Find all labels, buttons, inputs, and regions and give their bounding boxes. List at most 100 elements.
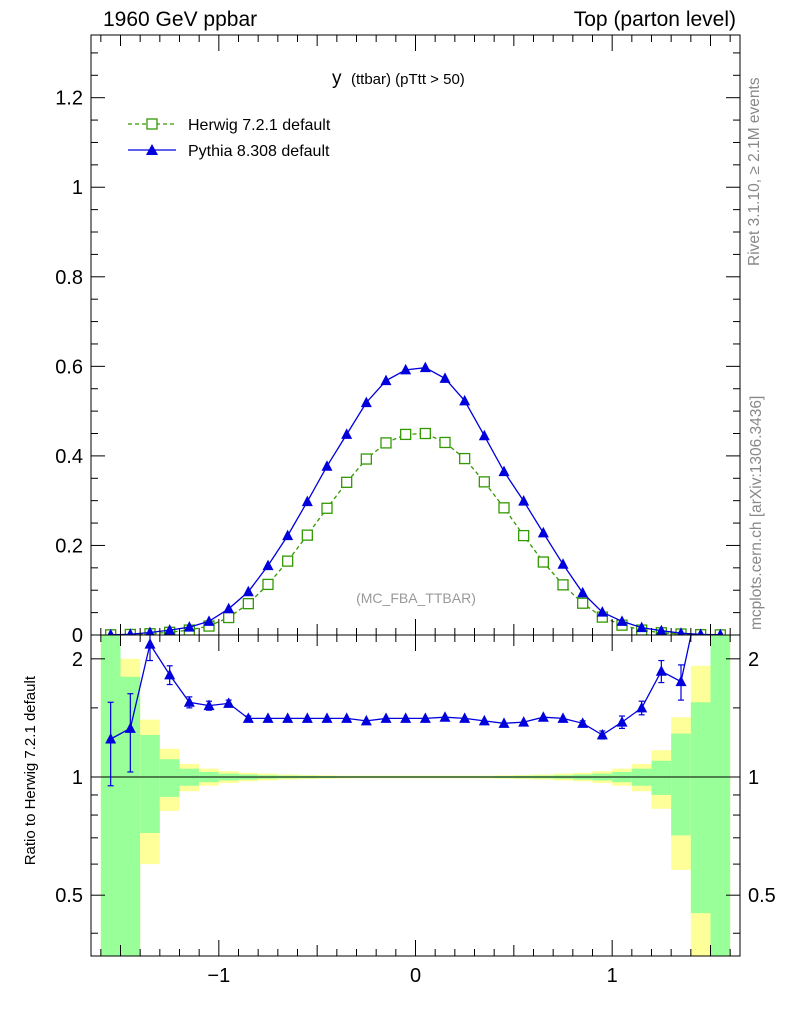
- pythia-point: [478, 429, 490, 441]
- pythia-point: [107, 628, 114, 635]
- main-y-tick-label: 0.2: [55, 535, 83, 557]
- ratio-pythia-point: [616, 716, 628, 727]
- herwig-point: [478, 476, 490, 488]
- pythia-point: [439, 372, 451, 383]
- herwig-point: [321, 502, 333, 514]
- main-y-tick-label: 0.6: [55, 356, 83, 378]
- legend-pythia-marker: [146, 144, 158, 155]
- ratio-series-group: [105, 635, 692, 787]
- pythia-point: [223, 602, 235, 614]
- pythia-point: [636, 621, 648, 633]
- pythia-point: [360, 396, 372, 408]
- ratio-pythia-point: [380, 712, 392, 723]
- ratio-pythia-point: [498, 717, 510, 728]
- herwig-point: [301, 529, 313, 541]
- herwig-point: [242, 598, 254, 610]
- band-inner-bin: [651, 760, 672, 795]
- pythia-point: [164, 624, 176, 635]
- pythia-point: [419, 361, 431, 373]
- ratio-pythia-point: [557, 712, 569, 723]
- pythia-point: [596, 606, 608, 617]
- frame-layer: [90, 34, 741, 957]
- ratio-y-tick-label: 1: [72, 767, 83, 789]
- main-series-group: [105, 361, 726, 635]
- ratio-pythia-point: [203, 699, 215, 711]
- ratio-pythia-point: [341, 712, 353, 723]
- herwig-point: [282, 555, 294, 567]
- ratio-pythia-point: [301, 712, 313, 723]
- legend: Herwig 7.2.1 default Pythia 8.308 defaul…: [128, 117, 331, 160]
- herwig-point: [498, 502, 510, 514]
- ratio-pythia-point: [124, 722, 136, 733]
- ratio-pythia-point: [636, 701, 648, 713]
- legend-herwig-label: Herwig 7.2.1 default: [188, 117, 331, 134]
- herwig-point: [518, 529, 530, 542]
- pythia-point: [262, 559, 274, 571]
- pythia-point: [557, 558, 569, 569]
- pythia-point: [183, 621, 195, 632]
- pythia-point: [242, 585, 254, 597]
- ratio-pythia-point: [537, 711, 549, 722]
- ratio-pythia-point: [360, 714, 372, 726]
- pythia-point: [145, 626, 155, 635]
- herwig-point: [459, 452, 471, 465]
- ratio-pythia-point: [478, 714, 490, 726]
- ratio-y-tick-label-right: 2: [748, 649, 759, 671]
- pythia-line: [110, 367, 721, 635]
- herwig-point: [223, 611, 235, 624]
- ratio-band-layer: [91, 635, 740, 956]
- herwig-point: [557, 579, 569, 591]
- ratio-pythia-line: [110, 635, 692, 740]
- band-inner-bin: [120, 676, 141, 956]
- band-inner-bin: [710, 635, 731, 956]
- ratio-pythia-point: [596, 728, 608, 740]
- ratio-pythia-point: [419, 712, 431, 723]
- ratio-pythia-point: [459, 712, 471, 723]
- pythia-point: [341, 428, 353, 439]
- ratio-y-tick-label-right: 0.5: [748, 885, 776, 907]
- pythia-point: [717, 628, 724, 635]
- ratio-pythia-point: [144, 638, 156, 649]
- herwig-point: [577, 597, 589, 609]
- mcplots-reference-label: mcplots.cern.ch [arXiv:1306.3436]: [748, 395, 765, 630]
- band-inner-bin: [100, 635, 121, 956]
- ratio-pythia-point: [262, 712, 274, 723]
- main-y-tick-label: 0: [72, 625, 83, 647]
- pythia-point: [697, 628, 705, 635]
- ratio-x-tick-label: −1: [207, 965, 230, 987]
- header-right: Top (parton level): [573, 8, 736, 31]
- herwig-point: [262, 578, 274, 591]
- main-y-tick-label: 0.8: [55, 267, 83, 289]
- pythia-point: [203, 615, 215, 626]
- band-inner-bin: [671, 733, 691, 836]
- pythia-point: [126, 628, 134, 635]
- legend-pythia-label: Pythia 8.308 default: [188, 143, 330, 160]
- ratio-pythia-point: [675, 675, 687, 687]
- rivet-version-label: Rivet 3.1.10, ≥ 2.1M events: [746, 77, 763, 266]
- herwig-point: [360, 453, 372, 465]
- band-inner-bin: [140, 734, 160, 834]
- legend-herwig-marker: [146, 118, 158, 130]
- ratio-pythia-point: [223, 697, 235, 708]
- ratio-y-label: Ratio to Herwig 7.2.1 default: [22, 675, 39, 865]
- pythia-point: [655, 624, 667, 635]
- pythia-point: [577, 586, 589, 598]
- pythia-point: [676, 627, 686, 635]
- main-y-tick-label: 1.2: [55, 88, 83, 110]
- chart-title-sub: (ttbar) (pTtt > 50): [351, 71, 465, 88]
- tick-layer: 0 0.2 0.4 0.6 0.8 1 1.2 0.5 0.5 1 1 2 2 −1 0 1: [55, 35, 776, 987]
- ratio-pythia-point: [400, 712, 412, 723]
- herwig-point: [380, 437, 392, 449]
- ratio-pythia-point: [321, 712, 333, 723]
- main-y-tick-label: 0.4: [55, 446, 83, 468]
- herwig-point: [419, 427, 431, 440]
- pythia-point: [518, 495, 530, 506]
- text-layer: y (ttbar) (pTtt > 50) (MC_FBA_TTBAR) Rat…: [22, 68, 476, 865]
- ratio-pythia-point: [105, 732, 117, 744]
- band-inner-bin: [690, 702, 711, 914]
- herwig-point: [400, 428, 412, 441]
- ratio-x-tick-label: 1: [607, 965, 618, 987]
- herwig-point: [341, 476, 353, 488]
- pythia-point: [380, 374, 392, 386]
